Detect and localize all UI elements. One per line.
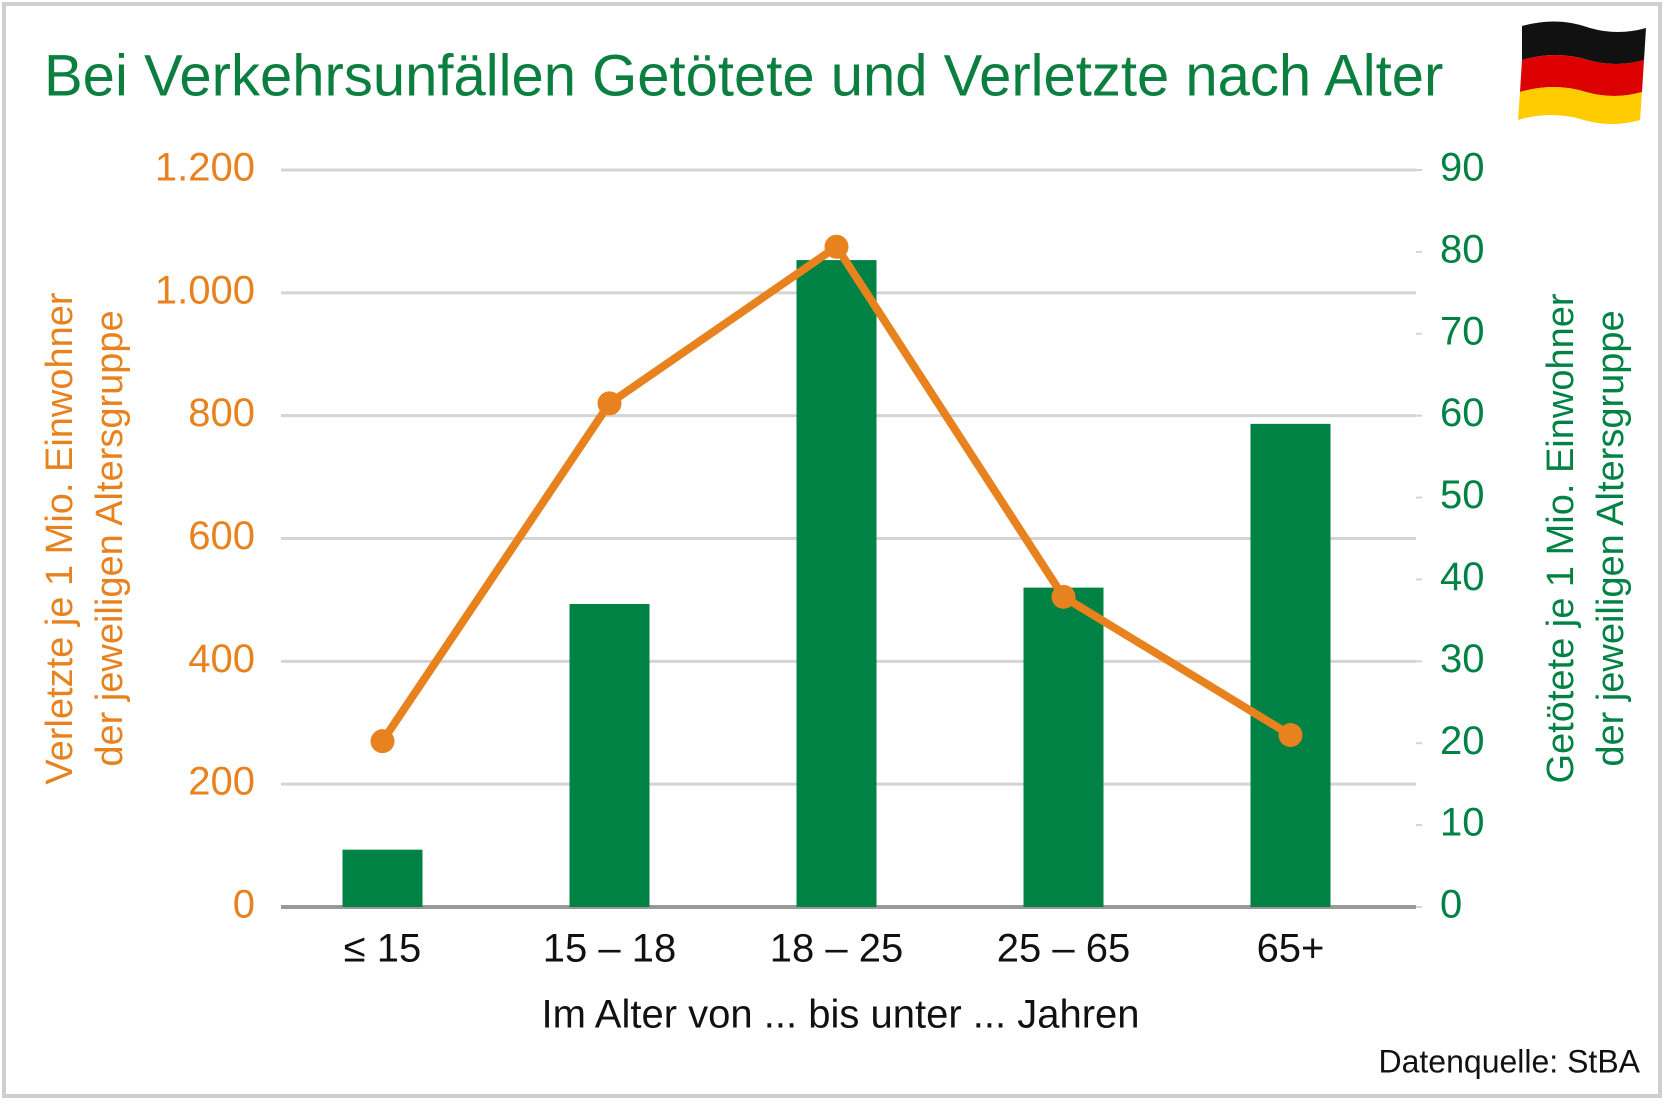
source: Datenquelle: StBA (1379, 1043, 1641, 1079)
axis-title-line: Getötete je 1 Mio. Einwohner (1540, 293, 1582, 783)
bar (342, 849, 423, 907)
y-tick-label: 1.000 (155, 268, 255, 312)
y-tick-label: 400 (188, 637, 255, 681)
y-tick-label: 800 (188, 391, 255, 435)
chart-title: Bei Verkehrsunfällen Getötete und Verlet… (44, 43, 1443, 108)
bar (569, 604, 650, 907)
x-tick-label: 25 – 65 (997, 927, 1130, 971)
y2-tick-label: 60 (1440, 391, 1485, 435)
y2-tick-label: 80 (1440, 227, 1485, 271)
line-point (370, 729, 395, 754)
axis-title: Getötete je 1 Mio. Einwohner der jeweilig… (1540, 293, 1632, 783)
y-tick-label: 1.200 (155, 146, 255, 190)
line-point (824, 234, 849, 259)
bar (1250, 423, 1331, 907)
y2-tick-label: 10 (1440, 801, 1485, 845)
x-tick-label: 65+ (1257, 927, 1325, 971)
axis-title-line: Verletzte je 1 Mio. Einwohner (39, 292, 81, 784)
x-tick-label: 18 – 25 (770, 927, 903, 971)
y2-tick-label: 70 (1440, 309, 1485, 353)
y2-tick-label: 90 (1440, 146, 1485, 190)
line-point (597, 391, 622, 416)
axis-title-line: der jeweiligen Altersgruppe (1590, 310, 1632, 766)
axis-title-line: der jeweiligen Altersgruppe (89, 310, 131, 766)
x-axis-title: Im Alter von ... bis unter ... Jahren (541, 993, 1139, 1037)
y-tick-label: 0 (233, 883, 255, 927)
line-point (1278, 723, 1303, 748)
y2-tick-label: 40 (1440, 555, 1485, 599)
x-tick-label: ≤ 15 (344, 927, 422, 971)
bar (796, 260, 877, 908)
y2-tick-label: 20 (1440, 719, 1485, 763)
axis-title: Verletzte je 1 Mio. Einwohner der jeweili… (39, 292, 131, 784)
x-tick-label: 15 – 18 (543, 927, 676, 971)
y-tick-label: 200 (188, 760, 255, 804)
y-tick-label: 600 (188, 514, 255, 558)
y2-tick-label: 30 (1440, 637, 1485, 681)
flag (1518, 21, 1646, 124)
y2-tick-label: 0 (1440, 883, 1462, 927)
y2-tick-label: 50 (1440, 473, 1485, 517)
bar (1023, 587, 1104, 907)
line-point (1051, 584, 1076, 609)
